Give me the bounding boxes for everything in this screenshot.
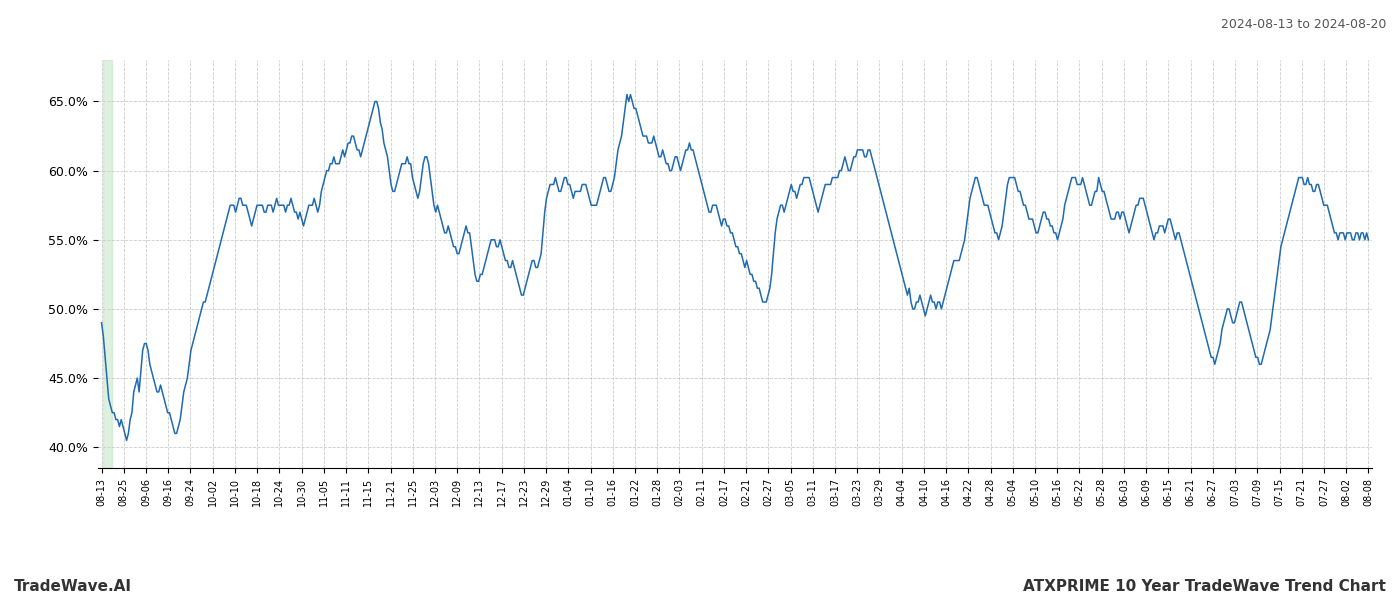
- Text: 2024-08-13 to 2024-08-20: 2024-08-13 to 2024-08-20: [1221, 18, 1386, 31]
- Text: TradeWave.AI: TradeWave.AI: [14, 579, 132, 594]
- Bar: [104, 60, 112, 468]
- Text: ATXPRIME 10 Year TradeWave Trend Chart: ATXPRIME 10 Year TradeWave Trend Chart: [1023, 579, 1386, 594]
